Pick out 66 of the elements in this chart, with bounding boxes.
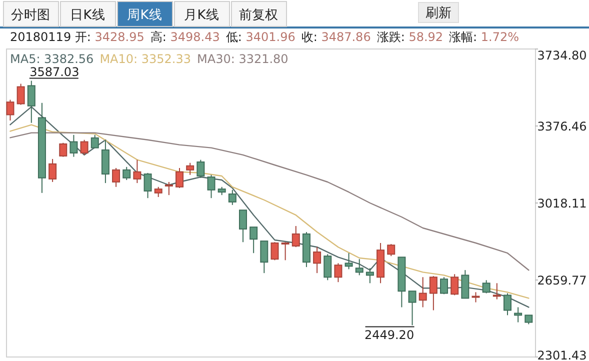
- text: 低: 3401.96: [226, 30, 296, 44]
- candlestick: [6, 99, 14, 122]
- text: 月K线: [184, 8, 219, 23]
- line-series: [10, 132, 530, 271]
- candlestick: [270, 242, 279, 261]
- candlestick: [418, 276, 427, 308]
- candlestick: [334, 262, 342, 283]
- text: 20180119 开: 3428.95: [10, 30, 144, 44]
- text: MA5: 3382.56: [10, 52, 94, 66]
- candlestick: [313, 246, 322, 274]
- text: 涨幅: 1.72%: [449, 30, 520, 44]
- y-tick-label: 3018.11: [537, 196, 587, 210]
- text: MA30: 3321.80: [197, 52, 288, 66]
- candlestick: [112, 168, 120, 188]
- candlestick: [355, 258, 364, 276]
- candlestick: [344, 252, 353, 270]
- candlestick: [429, 276, 438, 311]
- candlestick: [154, 186, 162, 198]
- candlestick: [27, 80, 36, 124]
- candlestick: [70, 134, 78, 158]
- candlestick: [207, 174, 216, 199]
- candlestick: [228, 189, 236, 206]
- candlestick: [408, 290, 416, 326]
- candlestick: [196, 159, 205, 178]
- candlestick: [186, 162, 194, 176]
- text: 涨跌: 58.92: [376, 30, 444, 44]
- candlestick: [281, 242, 290, 261]
- candlestick: [503, 292, 512, 316]
- text: 前复权: [239, 8, 278, 23]
- candlestick: [164, 181, 173, 196]
- candlestick: [492, 282, 501, 300]
- candlestick: [524, 314, 533, 325]
- annotation: 2449.20: [364, 328, 414, 342]
- text: 高: 3498.43: [150, 30, 220, 44]
- annotation: 3587.03: [30, 64, 80, 79]
- candlestick: [16, 83, 25, 106]
- candlestick: [238, 210, 247, 243]
- candlestick: [90, 134, 99, 148]
- candlestick: [260, 240, 268, 274]
- candlestick: [324, 254, 332, 281]
- candlestick: [80, 139, 88, 156]
- candlestick: [250, 226, 258, 254]
- candlestick: [133, 159, 142, 184]
- candlestick: [366, 268, 374, 284]
- text: 分时图: [11, 8, 50, 23]
- y-tick-label: 2301.43: [537, 348, 587, 361]
- text: 周K线: [127, 8, 162, 23]
- candlestick: [440, 276, 448, 295]
- y-tick-label: 2659.77: [537, 274, 587, 288]
- candlestick: [122, 166, 131, 181]
- y-tick-label: 3734.80: [537, 48, 587, 62]
- y-tick-label: 3376.46: [537, 120, 587, 134]
- text: MA10: 3352.33: [100, 52, 191, 66]
- text: 刷新: [426, 6, 452, 21]
- candlestick: [176, 168, 184, 188]
- candlestick: [482, 280, 490, 294]
- candlestick: [450, 274, 459, 296]
- candlestick: [292, 226, 300, 248]
- candlestick: [48, 158, 57, 182]
- candlestick: [59, 142, 68, 158]
- candlestick: [144, 172, 152, 199]
- text: 日K线: [70, 8, 105, 23]
- candlestick: [461, 270, 470, 299]
- text: 收: 3487.86: [301, 30, 371, 44]
- candlestick: [472, 292, 480, 303]
- candlestick: [387, 244, 396, 257]
